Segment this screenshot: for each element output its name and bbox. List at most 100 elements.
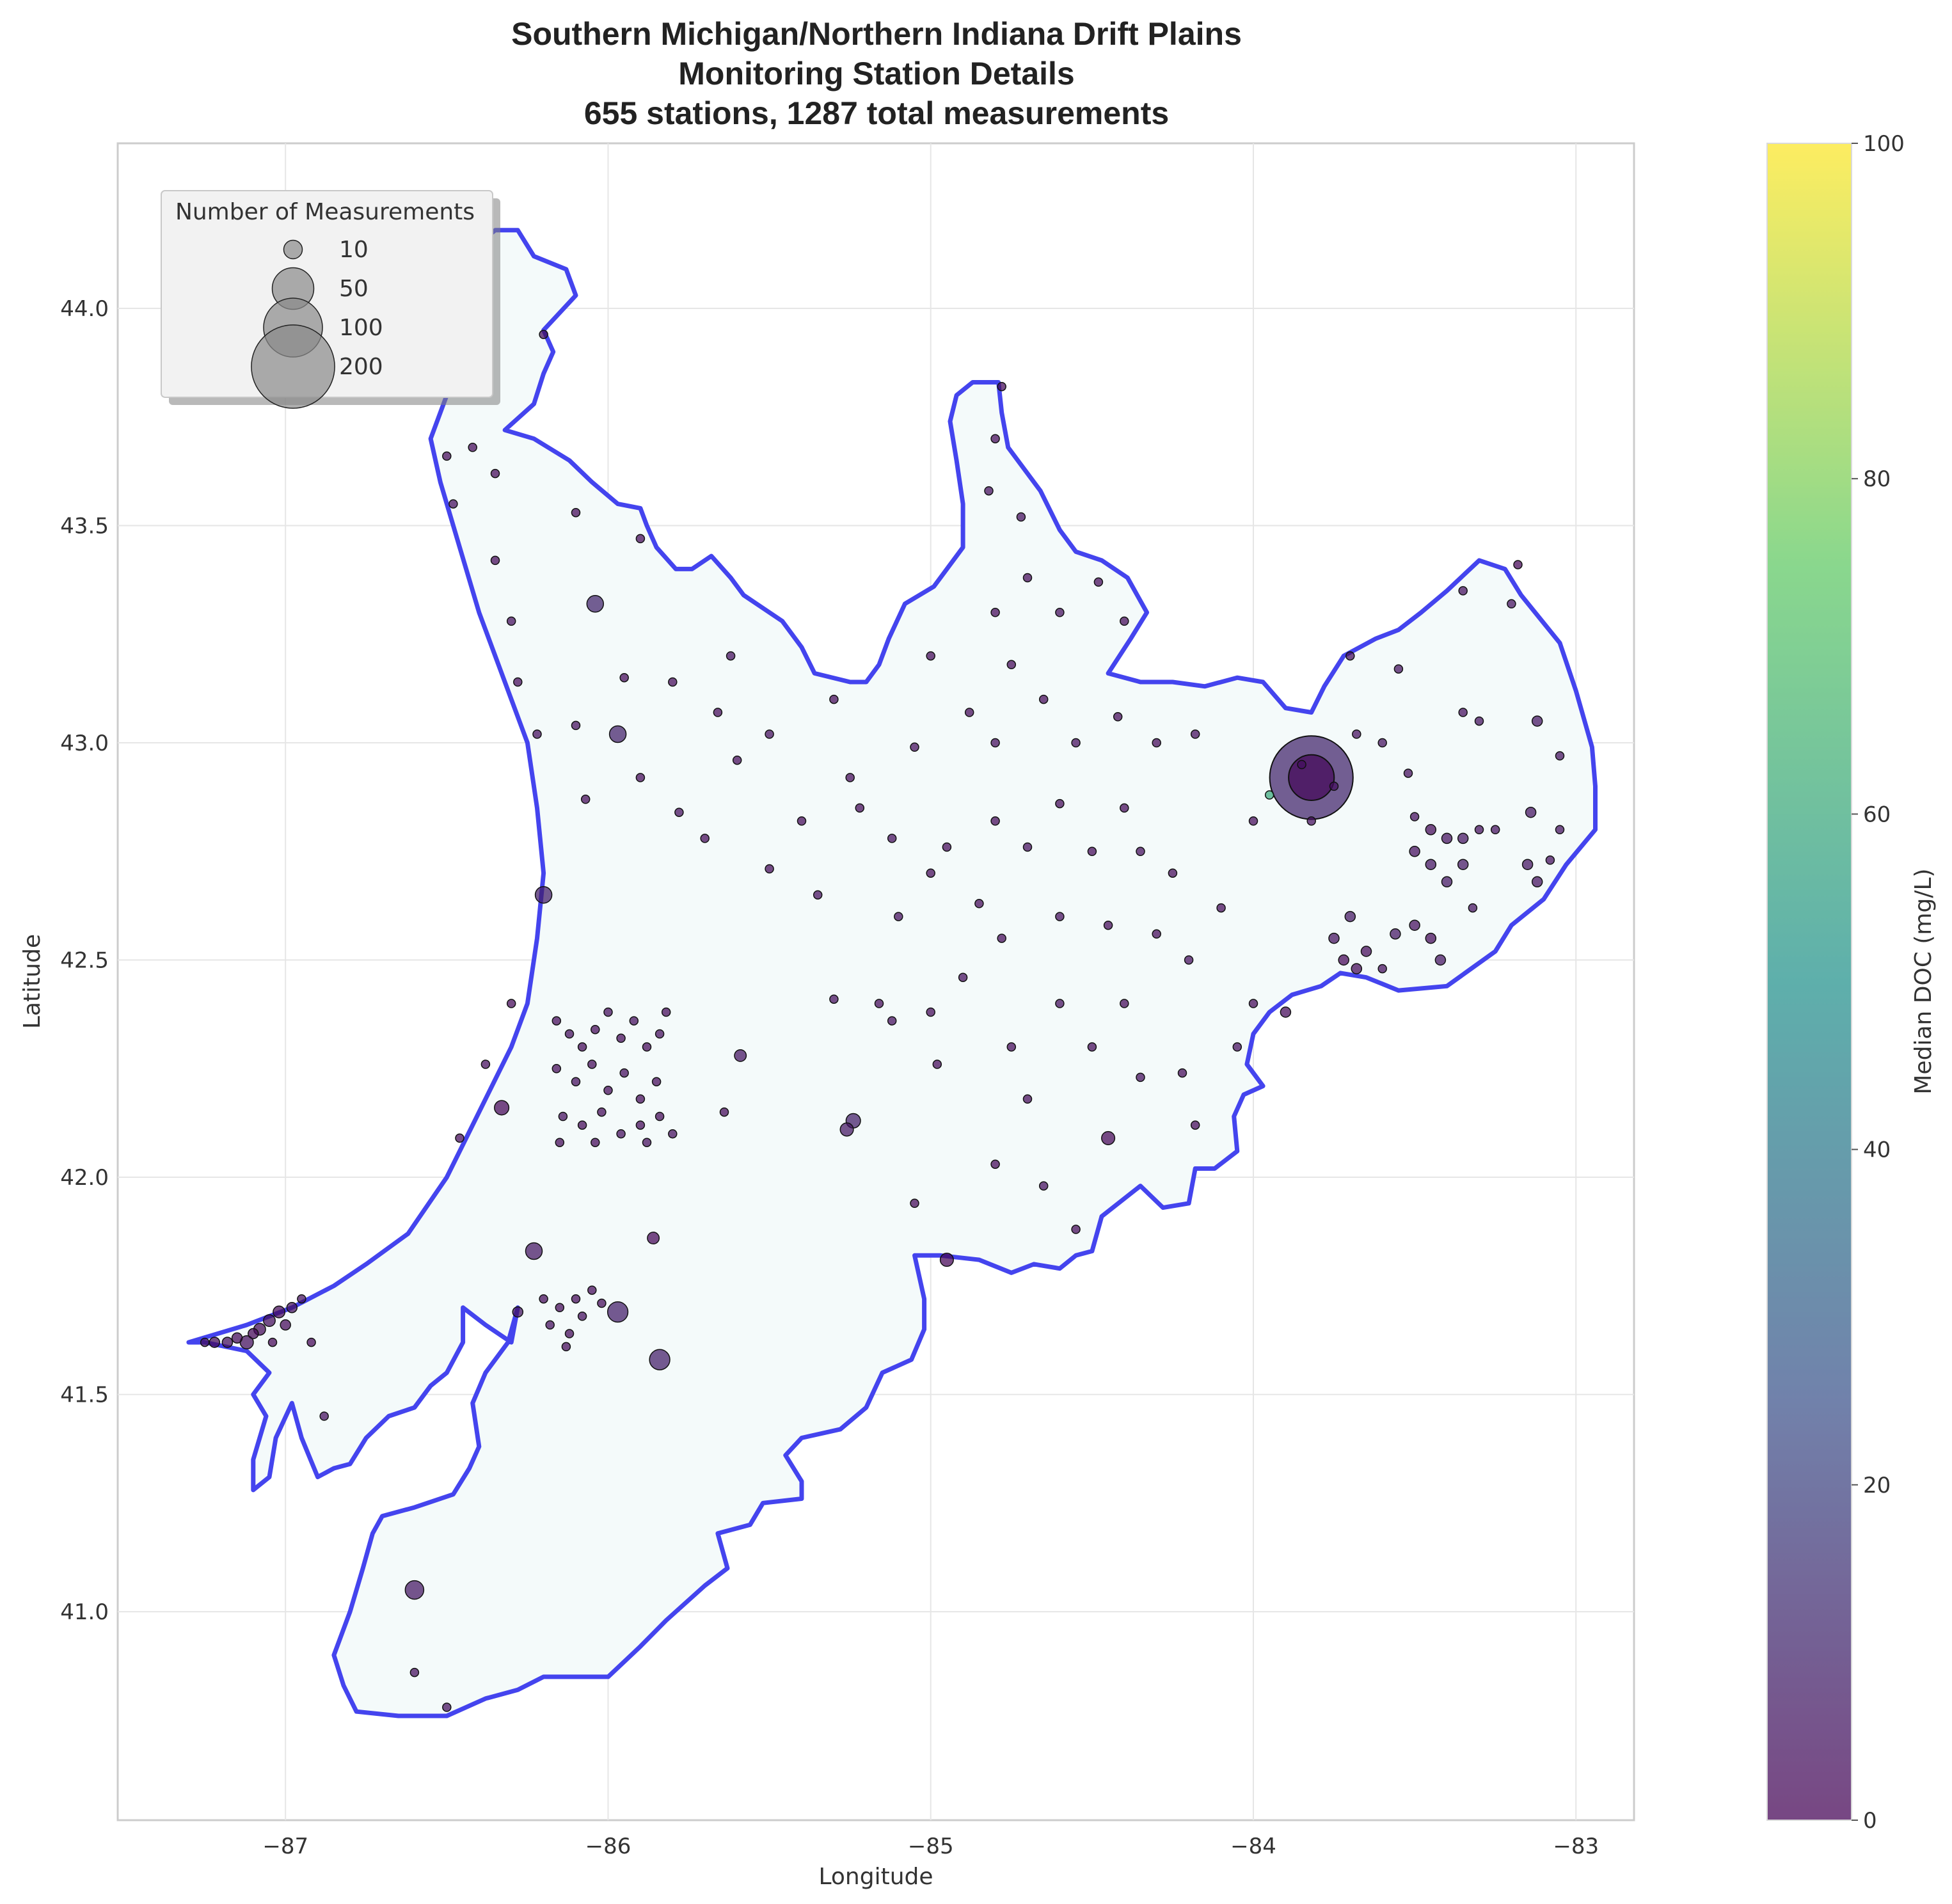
y-axis-ticks: 41.0 41.5 42.0 42.5 43.0 43.5 44.0 (60, 296, 109, 1625)
station-marker (734, 1049, 747, 1062)
station-marker (286, 1302, 298, 1313)
station-marker (1474, 716, 1484, 726)
station-marker (765, 864, 774, 874)
station-marker (732, 755, 742, 765)
station-marker (1016, 512, 1026, 522)
station-marker (990, 738, 1000, 748)
station-marker (448, 499, 458, 509)
station-marker (668, 1129, 678, 1139)
station-marker (513, 677, 523, 687)
station-marker (1490, 825, 1500, 835)
y-tick-label: 41.0 (60, 1599, 109, 1625)
y-tick-label: 42.0 (60, 1165, 109, 1191)
station-marker (1441, 832, 1453, 845)
station-marker (1038, 694, 1049, 704)
station-marker (964, 708, 974, 717)
colorbar-tick-label: 100 (1863, 131, 1905, 157)
station-marker (603, 1086, 613, 1095)
station-marker (990, 434, 1000, 443)
station-marker (267, 1337, 278, 1347)
station-marker (1457, 832, 1469, 845)
stations-layer (200, 329, 1565, 1712)
station-marker (926, 1007, 935, 1017)
station-marker (1055, 608, 1065, 617)
station-marker (280, 1319, 291, 1331)
station-marker (1297, 759, 1306, 770)
station-marker (1055, 798, 1065, 809)
station-marker (1458, 586, 1468, 596)
station-marker (700, 834, 710, 843)
station-marker (571, 720, 581, 731)
colorbar: 0 20 40 60 80 100 Median DOC (mg/L) (1766, 131, 1937, 1834)
station-marker (1101, 1130, 1116, 1145)
station-marker (651, 1077, 662, 1086)
station-marker (1022, 1094, 1033, 1104)
station-marker (577, 1312, 587, 1321)
station-marker (551, 1016, 562, 1026)
colorbar-tick-label: 20 (1863, 1473, 1891, 1498)
station-marker (591, 1024, 600, 1035)
station-marker (571, 1077, 581, 1086)
station-marker (1184, 955, 1194, 965)
station-marker (1425, 859, 1437, 870)
station-marker (591, 1138, 600, 1147)
y-tick-label: 44.0 (60, 296, 109, 322)
station-marker (1409, 919, 1420, 931)
station-marker (1006, 1042, 1017, 1052)
station-marker (1531, 876, 1543, 888)
station-marker (1190, 729, 1200, 739)
station-marker (649, 1349, 671, 1370)
station-marker (1136, 1072, 1145, 1083)
station-marker (490, 468, 500, 479)
station-marker (494, 1100, 510, 1116)
station-marker (829, 994, 839, 1004)
station-marker (990, 816, 1000, 826)
station-marker (635, 1094, 646, 1104)
colorbar-tick-label: 0 (1863, 1808, 1877, 1834)
station-marker (655, 1111, 665, 1122)
station-marker (829, 694, 839, 704)
title-line-3: 655 stations, 1287 total measurements (584, 95, 1169, 131)
station-marker (571, 507, 581, 518)
station-marker (910, 1198, 919, 1209)
station-marker (468, 443, 477, 452)
station-marker (894, 912, 903, 921)
station-marker (558, 1111, 568, 1122)
station-marker (997, 381, 1006, 392)
x-tick-label: −84 (1230, 1834, 1276, 1859)
colorbar-tick-label: 60 (1863, 802, 1891, 827)
station-marker (1328, 932, 1340, 944)
station-marker (1441, 876, 1453, 888)
station-marker (587, 1059, 597, 1069)
station-marker (1457, 859, 1469, 870)
station-marker (1351, 963, 1363, 974)
station-marker (655, 1029, 665, 1039)
station-marker (997, 933, 1006, 943)
legend-box (161, 190, 493, 398)
station-marker (607, 1301, 629, 1323)
station-marker (263, 1314, 276, 1328)
station-marker (564, 1029, 575, 1039)
station-marker (603, 1007, 613, 1017)
station-marker (974, 899, 984, 908)
station-marker (1288, 754, 1335, 802)
station-marker (306, 1337, 316, 1347)
station-marker (1055, 999, 1065, 1008)
station-marker (958, 972, 968, 982)
station-marker (1352, 729, 1361, 739)
station-marker (545, 1320, 555, 1330)
x-axis-label: Longitude (818, 1864, 933, 1890)
station-marker (1409, 812, 1420, 821)
station-marker (619, 672, 629, 683)
station-marker (1525, 806, 1537, 818)
station-marker (726, 651, 736, 661)
station-marker (1152, 929, 1161, 939)
station-marker (442, 451, 452, 461)
station-marker (635, 1120, 646, 1130)
station-marker (1409, 846, 1420, 857)
station-marker (1113, 712, 1123, 722)
station-marker (855, 803, 865, 813)
station-marker (1531, 715, 1543, 727)
station-marker (587, 1285, 597, 1295)
